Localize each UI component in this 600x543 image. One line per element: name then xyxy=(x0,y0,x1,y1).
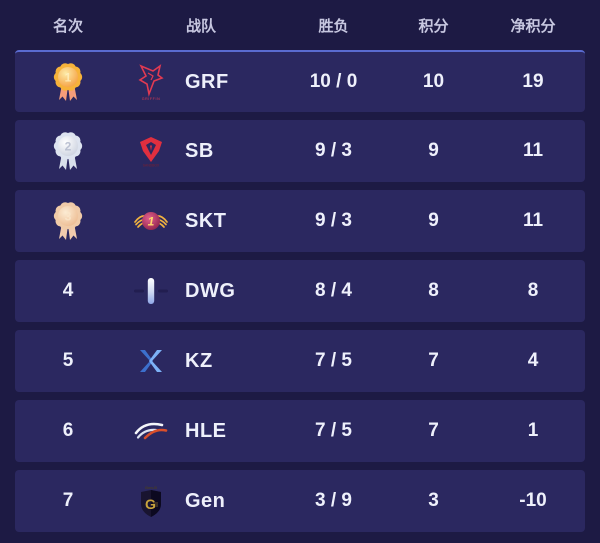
team-name: Gen xyxy=(185,489,226,512)
points: 10 xyxy=(422,71,445,92)
team-logo-cell: SANDBOX xyxy=(121,135,181,167)
svg-text:SANDBOX: SANDBOX xyxy=(143,164,160,168)
win-loss: 9 / 3 xyxy=(315,140,352,161)
win-loss: 8 / 4 xyxy=(315,280,352,301)
gen-logo-icon: Gen.G G xyxy=(141,485,161,517)
skt-logo-icon: 1 xyxy=(134,212,168,230)
win-loss: 3 / 9 xyxy=(315,490,352,511)
svg-text:1: 1 xyxy=(148,215,155,229)
header-points: 积分 xyxy=(418,17,449,35)
points: 7 xyxy=(428,420,439,441)
table-row: 5 KZ 7 / 5 7 4 xyxy=(15,330,585,392)
rank-cell: 3 xyxy=(15,199,121,243)
sb-logo-icon: SANDBOX xyxy=(140,137,162,168)
points: 8 xyxy=(428,280,439,301)
header-net-points: 净积分 xyxy=(510,17,556,35)
rank-cell: 1 xyxy=(15,60,121,104)
team-name: SKT xyxy=(185,209,227,232)
team-name: DWG xyxy=(185,279,236,302)
team-name: KZ xyxy=(185,349,213,372)
dwg-logo-icon xyxy=(134,278,168,304)
rank-number: 4 xyxy=(62,280,74,301)
team-logo-cell xyxy=(121,276,181,306)
header-rank: 名次 xyxy=(52,17,83,35)
silver-medal-icon: 2 xyxy=(53,132,83,170)
net-points: 8 xyxy=(527,280,539,301)
win-loss: 7 / 5 xyxy=(315,420,352,441)
points: 7 xyxy=(428,350,439,371)
gold-medal-icon: 1 xyxy=(53,63,83,101)
win-loss: 7 / 5 xyxy=(315,350,352,371)
table-row: 7 Gen.G G Gen 3 / 9 3 -10 xyxy=(15,470,585,532)
win-loss: 10 / 0 xyxy=(309,71,358,92)
rank-number: 5 xyxy=(62,350,74,371)
table-row: 2 SANDBOX SB 9 / 3 9 11 xyxy=(15,120,585,182)
kz-logo-icon xyxy=(140,350,162,372)
team-logo-cell: 1 xyxy=(121,207,181,235)
net-points: 11 xyxy=(522,140,544,161)
table-body: 1 GRIFFIN GRF 10 / 0 10 19 2 SANDBOX SB … xyxy=(0,50,600,532)
bronze-medal-icon: 3 xyxy=(53,202,83,240)
rank-number: 7 xyxy=(62,490,74,511)
net-points: -10 xyxy=(519,490,547,511)
table-header: 名次 战队 胜负 积分 净积分 xyxy=(0,0,600,50)
svg-text:G: G xyxy=(145,496,156,512)
table-row: 3 1 SKT 9 / 3 9 11 xyxy=(15,190,585,252)
svg-text:GRIFFIN: GRIFFIN xyxy=(142,97,161,101)
team-logo-cell xyxy=(121,348,181,374)
points: 9 xyxy=(428,210,439,231)
team-name: GRF xyxy=(185,70,229,93)
svg-text:2: 2 xyxy=(65,140,72,154)
table-row: 1 GRIFFIN GRF 10 / 0 10 19 xyxy=(15,50,585,112)
team-name: HLE xyxy=(185,419,227,442)
grf-logo-icon: GRIFFIN xyxy=(138,64,164,101)
hle-logo-icon xyxy=(134,422,168,440)
points: 3 xyxy=(428,490,439,511)
header-winloss: 胜负 xyxy=(318,17,349,35)
standings-table: 名次 战队 胜负 积分 净积分 1 GRIFFIN GRF 10 / 0 10 … xyxy=(0,0,600,532)
table-row: 4 DWG 8 / 4 8 8 xyxy=(15,260,585,322)
net-points: 19 xyxy=(522,71,544,92)
svg-text:Gen.G: Gen.G xyxy=(145,485,157,490)
win-loss: 9 / 3 xyxy=(315,210,352,231)
team-name: SB xyxy=(185,139,214,162)
rank-cell: 2 xyxy=(15,129,121,173)
team-logo-cell: GRIFFIN xyxy=(121,63,181,101)
svg-text:1: 1 xyxy=(65,71,72,85)
svg-text:3: 3 xyxy=(65,210,72,224)
header-team: 战队 xyxy=(185,17,216,35)
rank-number: 6 xyxy=(62,420,74,441)
team-logo-cell: Gen.G G xyxy=(121,483,181,519)
net-points: 1 xyxy=(527,420,539,441)
table-row: 6 HLE 7 / 5 7 1 xyxy=(15,400,585,462)
net-points: 4 xyxy=(527,350,539,371)
team-logo-cell xyxy=(121,418,181,444)
net-points: 11 xyxy=(522,210,544,231)
points: 9 xyxy=(428,140,439,161)
